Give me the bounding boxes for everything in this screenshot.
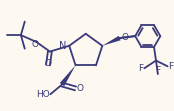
Text: N: N [59,41,66,51]
Text: HO: HO [36,90,49,99]
Text: O: O [44,59,52,68]
Polygon shape [102,36,121,46]
Polygon shape [60,65,76,86]
Text: F: F [138,64,143,73]
Text: F: F [169,62,174,71]
Text: O: O [32,40,39,49]
Text: O: O [122,33,129,42]
Text: F: F [155,66,160,75]
Text: O: O [77,84,84,93]
